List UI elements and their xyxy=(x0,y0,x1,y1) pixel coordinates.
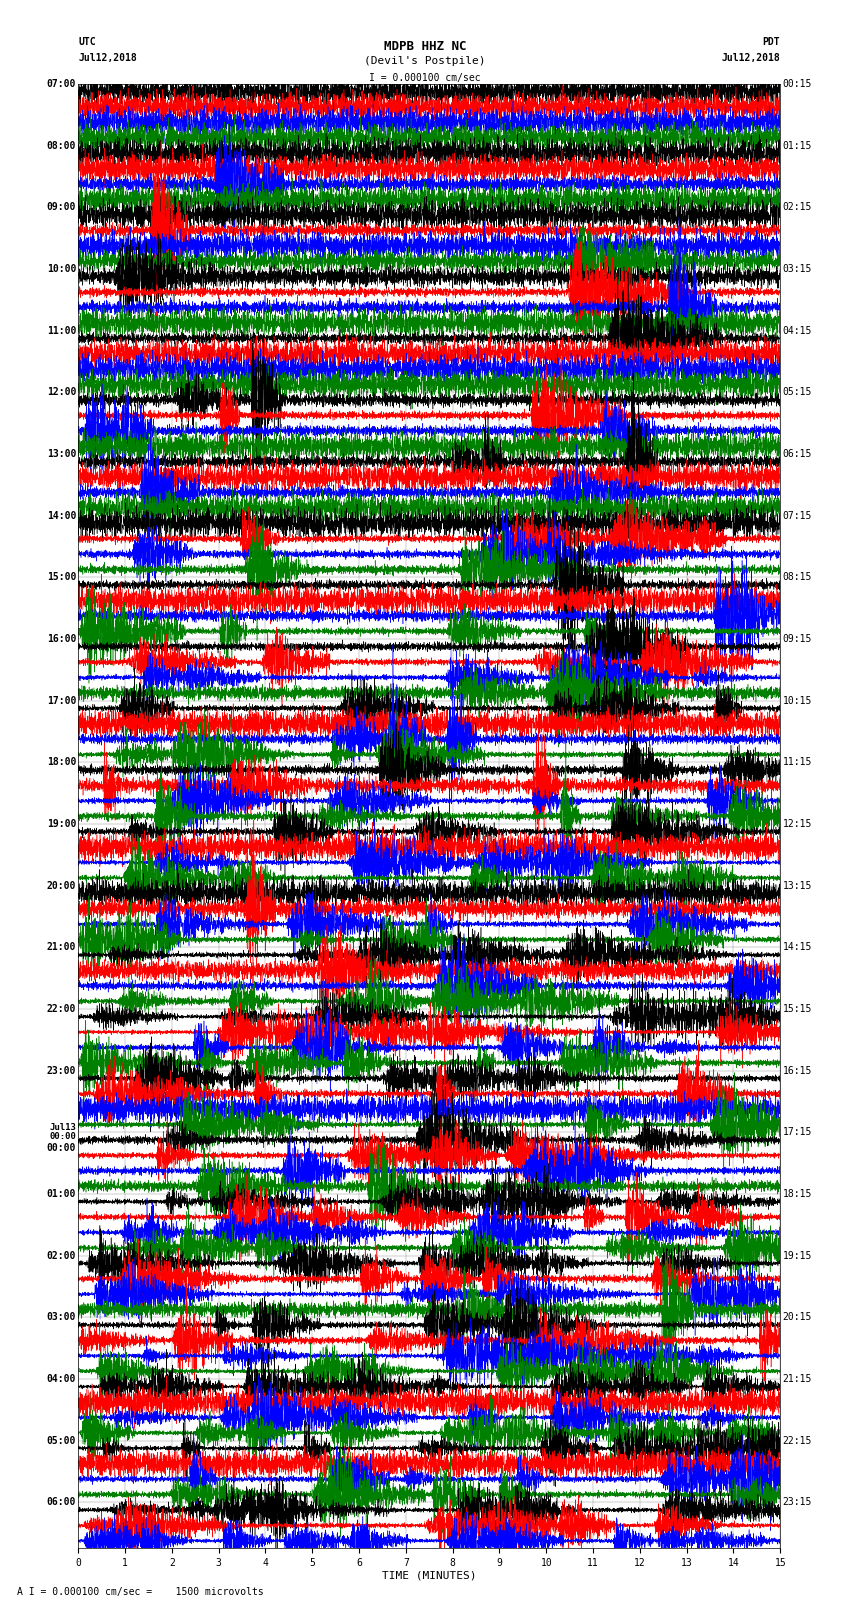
Text: 22:00: 22:00 xyxy=(47,1003,76,1015)
Text: 18:00: 18:00 xyxy=(47,756,76,768)
Text: 10:00: 10:00 xyxy=(47,265,76,274)
Text: 14:15: 14:15 xyxy=(782,942,812,952)
Text: 12:00: 12:00 xyxy=(47,387,76,397)
Text: 23:00: 23:00 xyxy=(47,1066,76,1076)
Text: 07:00: 07:00 xyxy=(47,79,76,89)
Text: 17:15: 17:15 xyxy=(782,1127,812,1137)
Text: 00:15: 00:15 xyxy=(782,79,812,89)
Text: 01:15: 01:15 xyxy=(782,140,812,150)
Text: 02:15: 02:15 xyxy=(782,202,812,213)
Text: 05:15: 05:15 xyxy=(782,387,812,397)
Text: 01:00: 01:00 xyxy=(47,1189,76,1198)
Text: 08:15: 08:15 xyxy=(782,573,812,582)
X-axis label: TIME (MINUTES): TIME (MINUTES) xyxy=(382,1571,477,1581)
Text: 11:00: 11:00 xyxy=(47,326,76,336)
Text: 06:00: 06:00 xyxy=(47,1497,76,1507)
Text: 15:00: 15:00 xyxy=(47,573,76,582)
Text: 19:15: 19:15 xyxy=(782,1250,812,1260)
Text: 20:15: 20:15 xyxy=(782,1313,812,1323)
Text: 09:15: 09:15 xyxy=(782,634,812,644)
Text: 16:15: 16:15 xyxy=(782,1066,812,1076)
Text: (Devil's Postpile): (Devil's Postpile) xyxy=(365,56,485,66)
Text: Jul12,2018: Jul12,2018 xyxy=(722,53,780,63)
Text: 00:00: 00:00 xyxy=(47,1142,76,1153)
Text: 13:15: 13:15 xyxy=(782,881,812,890)
Text: 08:00: 08:00 xyxy=(47,140,76,150)
Text: 03:15: 03:15 xyxy=(782,265,812,274)
Text: I = 0.000100 cm/sec: I = 0.000100 cm/sec xyxy=(369,73,481,82)
Text: 12:15: 12:15 xyxy=(782,819,812,829)
Text: 11:15: 11:15 xyxy=(782,756,812,768)
Text: Jul13: Jul13 xyxy=(49,1123,76,1132)
Text: PDT: PDT xyxy=(762,37,780,47)
Text: UTC: UTC xyxy=(78,37,96,47)
Text: 17:00: 17:00 xyxy=(47,695,76,705)
Text: 04:15: 04:15 xyxy=(782,326,812,336)
Text: 09:00: 09:00 xyxy=(47,202,76,213)
Text: 19:00: 19:00 xyxy=(47,819,76,829)
Text: 23:15: 23:15 xyxy=(782,1497,812,1507)
Text: 20:00: 20:00 xyxy=(47,881,76,890)
Text: 06:15: 06:15 xyxy=(782,448,812,458)
Text: 05:00: 05:00 xyxy=(47,1436,76,1445)
Text: 07:15: 07:15 xyxy=(782,511,812,521)
Text: 03:00: 03:00 xyxy=(47,1313,76,1323)
Text: 02:00: 02:00 xyxy=(47,1250,76,1260)
Text: 13:00: 13:00 xyxy=(47,448,76,458)
Text: MDPB HHZ NC: MDPB HHZ NC xyxy=(383,40,467,53)
Text: Jul12,2018: Jul12,2018 xyxy=(78,53,137,63)
Text: 00:00: 00:00 xyxy=(49,1132,76,1142)
Text: 21:00: 21:00 xyxy=(47,942,76,952)
Text: 15:15: 15:15 xyxy=(782,1003,812,1015)
Text: 21:15: 21:15 xyxy=(782,1374,812,1384)
Text: 18:15: 18:15 xyxy=(782,1189,812,1198)
Text: 14:00: 14:00 xyxy=(47,511,76,521)
Text: 04:00: 04:00 xyxy=(47,1374,76,1384)
Text: 22:15: 22:15 xyxy=(782,1436,812,1445)
Text: 10:15: 10:15 xyxy=(782,695,812,705)
Text: A I = 0.000100 cm/sec =    1500 microvolts: A I = 0.000100 cm/sec = 1500 microvolts xyxy=(17,1587,264,1597)
Text: 16:00: 16:00 xyxy=(47,634,76,644)
